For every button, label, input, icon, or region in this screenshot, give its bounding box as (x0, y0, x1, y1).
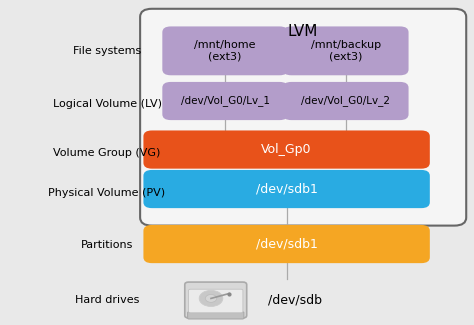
FancyBboxPatch shape (144, 130, 430, 169)
Text: Logical Volume (LV): Logical Volume (LV) (53, 99, 162, 109)
FancyBboxPatch shape (185, 282, 246, 318)
Text: File systems: File systems (73, 46, 141, 56)
Circle shape (199, 290, 223, 306)
Text: LVM: LVM (288, 24, 319, 39)
FancyBboxPatch shape (144, 225, 430, 263)
Text: /dev/sdb1: /dev/sdb1 (255, 183, 318, 196)
Text: Vol_Gp0: Vol_Gp0 (261, 143, 312, 156)
Text: /mnt/backup
(ext3): /mnt/backup (ext3) (310, 40, 381, 62)
FancyBboxPatch shape (162, 26, 288, 75)
FancyBboxPatch shape (188, 312, 244, 319)
FancyBboxPatch shape (283, 26, 409, 75)
Text: /mnt/home
(ext3): /mnt/home (ext3) (194, 40, 256, 62)
FancyBboxPatch shape (189, 289, 243, 313)
Text: Partitions: Partitions (81, 240, 133, 250)
Text: Hard drives: Hard drives (75, 295, 139, 305)
FancyBboxPatch shape (144, 170, 430, 208)
Circle shape (205, 294, 217, 302)
Text: /dev/sdb: /dev/sdb (268, 293, 322, 306)
Text: /dev/Vol_G0/Lv_1: /dev/Vol_G0/Lv_1 (181, 96, 270, 107)
Text: /dev/sdb1: /dev/sdb1 (255, 238, 318, 251)
FancyBboxPatch shape (162, 82, 288, 120)
Text: Volume Group (VG): Volume Group (VG) (54, 148, 161, 158)
FancyBboxPatch shape (283, 82, 409, 120)
FancyBboxPatch shape (140, 9, 466, 226)
Text: Physical Volume (PV): Physical Volume (PV) (48, 188, 165, 198)
Text: /dev/Vol_G0/Lv_2: /dev/Vol_G0/Lv_2 (301, 96, 390, 107)
